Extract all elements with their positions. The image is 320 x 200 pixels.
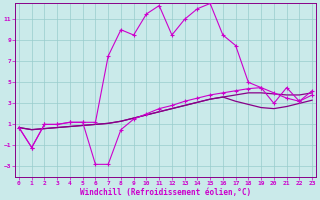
X-axis label: Windchill (Refroidissement éolien,°C): Windchill (Refroidissement éolien,°C) xyxy=(80,188,251,197)
